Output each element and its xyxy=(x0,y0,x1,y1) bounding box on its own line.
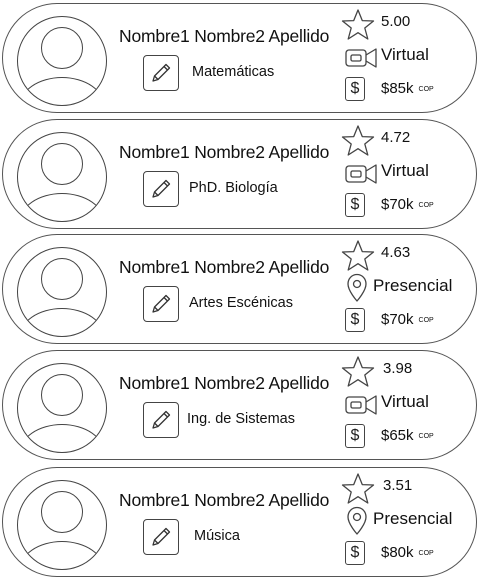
avatar-placeholder xyxy=(17,363,107,453)
avatar-body-shape xyxy=(19,77,105,105)
avatar-body-shape xyxy=(19,424,105,452)
tutor-name: Nombre1 Nombre2 Apellido xyxy=(119,142,330,162)
avatar-placeholder xyxy=(17,247,107,337)
dollar-icon: $ xyxy=(345,193,365,217)
pencil-icon xyxy=(152,294,171,313)
location-pin-icon xyxy=(347,273,367,302)
pencil-icon xyxy=(152,410,171,429)
location-pin-icon xyxy=(347,506,367,535)
edit-button[interactable] xyxy=(143,171,179,207)
currency-label: COP xyxy=(418,85,434,93)
avatar-placeholder xyxy=(17,132,107,222)
dollar-icon: $ xyxy=(345,541,365,565)
currency-label: COP xyxy=(418,432,434,440)
tutor-mode: Virtual xyxy=(381,161,429,180)
tutor-name: Nombre1 Nombre2 Apellido xyxy=(119,490,330,510)
star-icon xyxy=(341,9,375,40)
star-icon xyxy=(341,125,375,156)
tutor-mode: Virtual xyxy=(381,45,429,64)
tutor-card[interactable]: Nombre1 Nombre2 Apellido Ing. de Sistema… xyxy=(2,350,477,460)
avatar-head-shape xyxy=(41,491,83,533)
tutor-card[interactable]: Nombre1 Nombre2 Apellido Artes Escénicas… xyxy=(2,234,477,344)
pencil-icon xyxy=(152,179,171,198)
video-icon xyxy=(345,395,377,415)
star-icon xyxy=(341,240,375,271)
tutor-rating: 4.72 xyxy=(381,129,411,146)
video-icon xyxy=(345,164,377,184)
edit-button[interactable] xyxy=(143,286,179,322)
tutor-mode: Presencial xyxy=(373,509,453,528)
star-icon xyxy=(341,473,375,504)
avatar-body-shape xyxy=(19,308,105,336)
tutor-subject: PhD. Biología xyxy=(189,180,278,196)
tutor-price: $70k COP xyxy=(381,196,434,213)
tutor-rating: 3.51 xyxy=(383,477,413,494)
tutor-rating: 5.00 xyxy=(381,13,411,30)
avatar-head-shape xyxy=(41,374,83,416)
avatar-head-shape xyxy=(41,27,83,69)
edit-button[interactable] xyxy=(143,55,179,91)
tutor-card[interactable]: Nombre1 Nombre2 Apellido PhD. Biología 4… xyxy=(2,119,477,229)
avatar-body-shape xyxy=(19,541,105,569)
dollar-icon: $ xyxy=(345,424,365,448)
tutor-card[interactable]: Nombre1 Nombre2 Apellido Matemáticas 5.0… xyxy=(2,3,477,113)
currency-label: COP xyxy=(418,316,434,324)
tutor-subject: Artes Escénicas xyxy=(189,295,293,311)
avatar-placeholder xyxy=(17,480,107,570)
avatar-placeholder xyxy=(17,16,107,106)
video-icon xyxy=(345,48,377,68)
tutor-mode: Virtual xyxy=(381,392,429,411)
tutor-subject: Ing. de Sistemas xyxy=(187,411,295,427)
price-value: $65k xyxy=(381,427,414,444)
currency-label: COP xyxy=(418,201,434,209)
tutor-name: Nombre1 Nombre2 Apellido xyxy=(119,373,330,393)
pencil-icon xyxy=(152,527,171,546)
star-icon xyxy=(341,356,375,387)
tutor-rating: 4.63 xyxy=(381,244,411,261)
edit-button[interactable] xyxy=(143,519,179,555)
tutor-price: $85k COP xyxy=(381,80,434,97)
tutor-rating: 3.98 xyxy=(383,360,413,377)
avatar-head-shape xyxy=(41,143,83,185)
tutor-price: $80k COP xyxy=(381,544,434,561)
tutor-mode: Presencial xyxy=(373,276,453,295)
tutor-price: $65k COP xyxy=(381,427,434,444)
tutor-card[interactable]: Nombre1 Nombre2 Apellido Música 3.51 Pre… xyxy=(2,467,477,577)
tutor-subject: Matemáticas xyxy=(192,64,275,80)
dollar-icon: $ xyxy=(345,308,365,332)
avatar-body-shape xyxy=(19,193,105,221)
currency-label: COP xyxy=(418,549,434,557)
pencil-icon xyxy=(152,63,171,82)
tutor-name: Nombre1 Nombre2 Apellido xyxy=(119,26,330,46)
price-value: $70k xyxy=(381,311,414,328)
price-value: $80k xyxy=(381,544,414,561)
tutor-price: $70k COP xyxy=(381,311,434,328)
edit-button[interactable] xyxy=(143,402,179,438)
tutor-subject: Música xyxy=(194,528,240,544)
price-value: $70k xyxy=(381,196,414,213)
tutor-name: Nombre1 Nombre2 Apellido xyxy=(119,257,330,277)
avatar-head-shape xyxy=(41,258,83,300)
price-value: $85k xyxy=(381,80,414,97)
dollar-icon: $ xyxy=(345,77,365,101)
